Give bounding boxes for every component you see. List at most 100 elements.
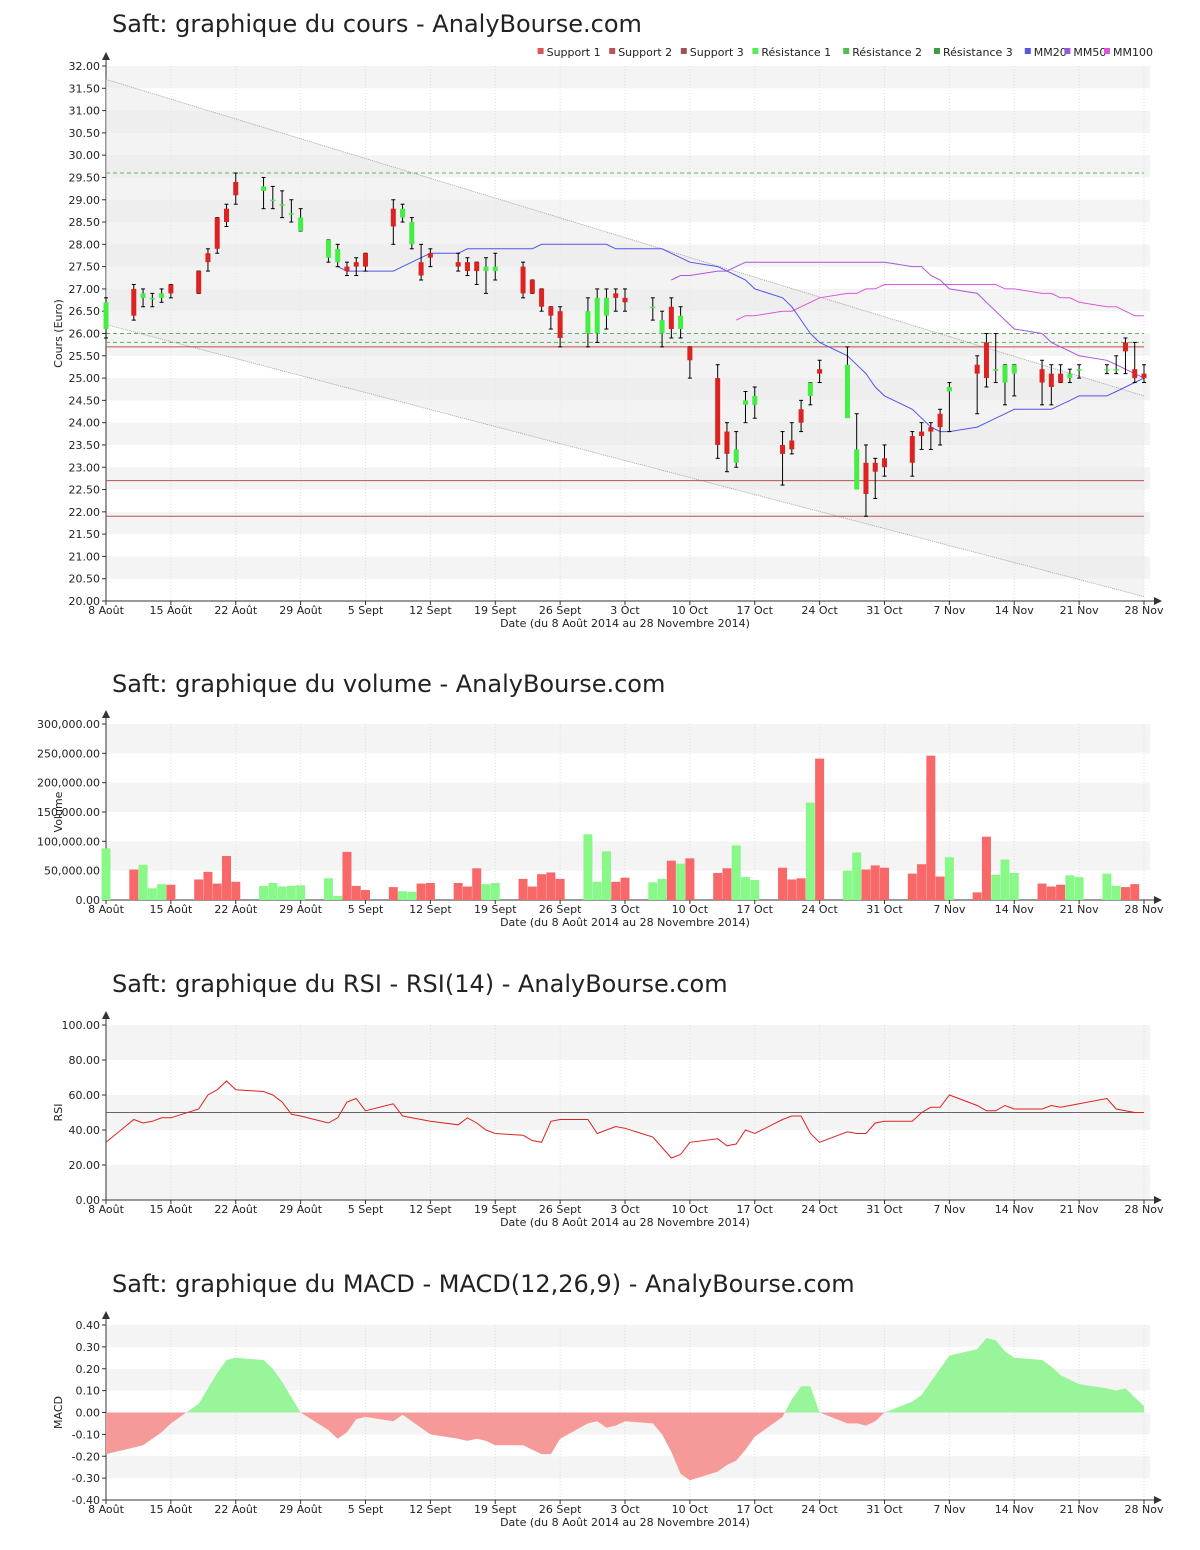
grid-stripe <box>106 1412 1150 1435</box>
x-tick-label: 7 Nov <box>933 903 965 916</box>
volume-bar <box>648 882 658 900</box>
candle-body <box>557 311 563 338</box>
candle-body <box>520 266 526 294</box>
volume-bar <box>601 851 611 900</box>
candle-body <box>844 364 850 419</box>
ma50-line <box>671 261 1145 379</box>
candle-body <box>1076 369 1082 371</box>
y-tick-label: 23.50 <box>69 439 101 452</box>
x-axis-title: Date (du 8 Août 2014 au 28 Novembre 2014… <box>500 1516 750 1529</box>
y-tick-label: 21.50 <box>69 528 101 541</box>
x-tick-label: 15 Août <box>149 604 193 617</box>
volume-bar <box>1102 873 1112 900</box>
x-tick-label: 14 Nov <box>995 1503 1034 1516</box>
volume-bar <box>453 882 463 900</box>
macd-chart-title: Saft: graphique du MACD - MACD(12,26,9) … <box>112 1270 855 1298</box>
y-tick-label: 22.00 <box>69 506 101 519</box>
legend-item: Résistance 2 <box>843 46 922 59</box>
grid-stripe <box>106 1025 1150 1060</box>
candle-body <box>1039 369 1045 383</box>
candle-body <box>427 253 433 258</box>
volume-bar <box>268 882 278 900</box>
candle-body <box>223 208 229 223</box>
volume-bar <box>666 860 676 900</box>
y-tick-label: 31.50 <box>69 82 101 95</box>
candle-body <box>946 387 952 392</box>
x-tick-label: 21 Nov <box>1060 604 1099 617</box>
volume-bar <box>555 878 565 900</box>
candle-body <box>168 284 174 294</box>
trend-upper-line <box>105 78 1145 397</box>
macd-chart: -0.40 -0.30 -0.20 -0.10 0.00 0.10 0.20 0.30 0.40… <box>52 1311 1164 1529</box>
volume-bar <box>518 878 528 900</box>
macd-negative-area <box>106 1412 187 1455</box>
volume-bar <box>713 873 723 900</box>
candle-body <box>650 306 656 309</box>
candle-body <box>1002 364 1008 383</box>
volume-bar <box>676 863 686 900</box>
candle-body <box>854 449 860 490</box>
y-tick-label: 25.00 <box>69 372 101 385</box>
x-tick-label: 26 Sept <box>539 903 582 916</box>
y-axis-arrow <box>102 1011 110 1019</box>
volume-bar <box>917 864 927 900</box>
legend-item: Résistance 3 <box>934 46 1013 59</box>
x-tick-label: 22 Août <box>214 1503 258 1516</box>
grid-stripe <box>106 66 1150 89</box>
volume-bar <box>620 877 630 900</box>
volume-bar <box>861 869 871 900</box>
candle-body <box>585 311 591 334</box>
legend-item: MM50 <box>1064 46 1106 59</box>
x-tick-label: 7 Nov <box>933 604 965 617</box>
x-tick-label: 26 Sept <box>539 604 582 617</box>
candle-body <box>622 297 628 303</box>
x-tick-label: 5 Sept <box>348 1503 384 1516</box>
candle-body <box>390 208 396 227</box>
legend-swatch <box>1024 48 1031 54</box>
x-tick-label: 12 Sept <box>409 903 452 916</box>
y-tick-label: 27.00 <box>69 283 101 296</box>
y-tick-label: 27.50 <box>69 261 101 274</box>
x-tick-label: 31 Oct <box>866 903 903 916</box>
volume-bar <box>259 885 269 900</box>
x-axis-title: Date (du 8 Août 2014 au 28 Novembre 2014… <box>500 1216 750 1229</box>
candle-body <box>817 369 823 374</box>
legend-item: MM100 <box>1104 46 1153 59</box>
volume-bar <box>1130 884 1140 900</box>
candle-body <box>529 280 535 294</box>
x-tick-label: 31 Oct <box>866 1503 903 1516</box>
candle-body <box>298 217 304 231</box>
ma100-line <box>735 284 1144 321</box>
candle-body <box>409 222 415 245</box>
candle-body <box>613 293 619 298</box>
x-tick-label: 24 Oct <box>801 903 838 916</box>
candle-body <box>983 342 989 379</box>
candle-body <box>1141 373 1147 379</box>
x-tick-label: 28 Nov <box>1125 1203 1164 1216</box>
x-tick-label: 22 Août <box>214 604 258 617</box>
volume-bar <box>740 877 750 900</box>
legend-swatch <box>609 48 616 54</box>
volume-bar <box>1037 883 1047 900</box>
y-axis-title: Volume <box>52 791 65 832</box>
grid-stripe <box>106 782 1150 812</box>
volume-bar <box>926 755 936 900</box>
volume-bar <box>462 886 472 900</box>
candle-body <box>687 346 693 361</box>
candle-body <box>1132 369 1138 379</box>
x-tick-label: 19 Sept <box>474 903 517 916</box>
x-axis-title: Date (du 8 Août 2014 au 28 Novembre 2014… <box>500 617 750 630</box>
y-tick-label: 0.00 <box>76 1194 101 1207</box>
x-tick-label: 19 Sept <box>474 1503 517 1516</box>
y-tick-label: 30.00 <box>69 149 101 162</box>
legend-label: Support 2 <box>618 46 672 59</box>
y-tick-label: -0.40 <box>72 1494 100 1507</box>
candle-body <box>919 431 925 437</box>
x-tick-label: 29 Août <box>279 604 323 617</box>
volume-bar <box>323 878 333 900</box>
y-tick-label: 0.00 <box>76 1407 101 1420</box>
y-tick-label: 22.50 <box>69 484 101 497</box>
candle-body <box>594 297 600 334</box>
y-tick-label: 28.00 <box>69 238 101 251</box>
grid-stripe <box>106 1325 1150 1347</box>
